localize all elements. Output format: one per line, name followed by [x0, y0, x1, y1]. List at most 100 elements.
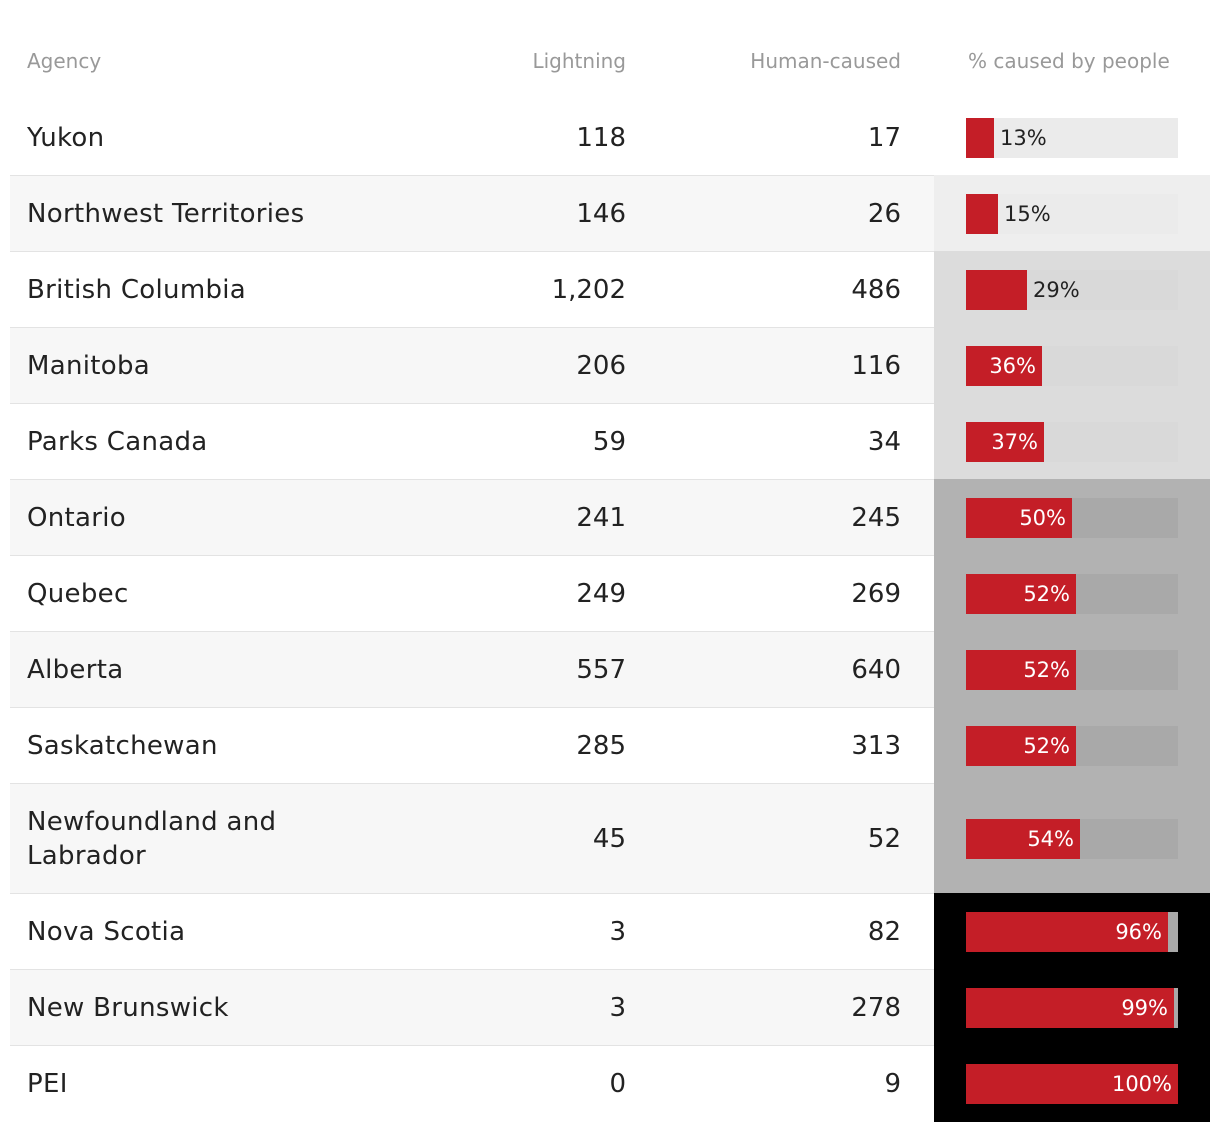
percent-cell: 36%: [934, 327, 1210, 404]
agency-name: British Columbia: [27, 274, 247, 305]
percent-bar-fill: [966, 987, 1174, 1028]
agency-name: New Brunswick: [27, 992, 229, 1023]
percent-label: 15%: [1004, 201, 1051, 226]
percent-bar-fill: [966, 421, 1044, 462]
percent-bar-fill: [966, 269, 1027, 310]
percent-cell: 99%: [934, 969, 1210, 1046]
human-caused-count: 313: [851, 730, 901, 761]
table-row: Alberta 557 640 52%: [10, 631, 1210, 708]
percent-label: 100%: [1111, 1071, 1172, 1096]
table-row: Ontario 241 245 50%: [10, 479, 1210, 556]
percent-cell: 13%: [934, 99, 1210, 176]
table-header: Agency Lightning Human-caused % caused b…: [10, 0, 1210, 100]
percent-bar-track: 96%: [966, 911, 1178, 952]
percent-cell: 37%: [934, 403, 1210, 480]
lightning-count: 146: [576, 198, 626, 229]
percent-label: 52%: [1023, 581, 1070, 606]
percent-bar-fill: [966, 1063, 1178, 1104]
percent-bar-track: 15%: [966, 193, 1178, 234]
percent-bar-track: 37%: [966, 421, 1178, 462]
human-caused-count: 278: [851, 992, 901, 1023]
header-agency[interactable]: Agency: [27, 49, 102, 73]
percent-bar-track: 50%: [966, 497, 1178, 538]
table-row: Northwest Territories 146 26 15%: [10, 175, 1210, 252]
percent-label: 29%: [1033, 277, 1080, 302]
table-body: Yukon 118 17 13% Northwest Territories 146 26 1…: [10, 99, 1210, 1122]
lightning-count: 249: [576, 578, 626, 609]
lightning-count: 241: [576, 502, 626, 533]
table-row: Newfoundland and Labrador 45 52 54%: [10, 783, 1210, 894]
percent-bar-fill: [966, 193, 998, 234]
human-caused-count: 640: [851, 654, 901, 685]
percent-bar-fill: [966, 818, 1080, 859]
agency-name: PEI: [27, 1068, 68, 1099]
percent-label: 52%: [1023, 657, 1070, 682]
percent-cell: 96%: [934, 893, 1210, 970]
agency-name: Quebec: [27, 578, 129, 609]
percent-label: 99%: [1121, 995, 1168, 1020]
table-row: New Brunswick 3 278 99%: [10, 969, 1210, 1046]
percent-cell: 52%: [934, 555, 1210, 632]
human-caused-count: 17: [867, 122, 901, 153]
agency-name: Saskatchewan: [27, 730, 218, 761]
percent-label: 52%: [1023, 733, 1070, 758]
percent-cell: 100%: [934, 1045, 1210, 1122]
lightning-count: 118: [576, 122, 626, 153]
percent-label: 13%: [1000, 125, 1047, 150]
percent-label: 96%: [1115, 919, 1162, 944]
lightning-count: 285: [576, 730, 626, 761]
table-row: Saskatchewan 285 313 52%: [10, 707, 1210, 784]
percent-bar-track: 100%: [966, 1063, 1178, 1104]
percent-label: 54%: [1027, 826, 1074, 851]
percent-bar-track: 29%: [966, 269, 1178, 310]
percent-cell: 50%: [934, 479, 1210, 556]
percent-bar-track: 36%: [966, 345, 1178, 386]
percent-bar-track: 99%: [966, 987, 1178, 1028]
percent-bar-track: 52%: [966, 649, 1178, 690]
lightning-count: 3: [609, 916, 626, 947]
table-row: British Columbia 1,202 486 29%: [10, 251, 1210, 328]
agency-name: Parks Canada: [27, 426, 208, 457]
header-percent-caused-by-people[interactable]: % caused by people: [968, 49, 1170, 73]
header-lightning[interactable]: Lightning: [532, 49, 626, 73]
agency-name: Ontario: [27, 502, 126, 533]
table-row: Manitoba 206 116 36%: [10, 327, 1210, 404]
percent-bar-fill: [966, 649, 1076, 690]
human-caused-count: 9: [884, 1068, 901, 1099]
header-human-caused[interactable]: Human-caused: [750, 49, 901, 73]
agency-name: Newfoundland and Labrador: [27, 806, 277, 871]
table-row: Quebec 249 269 52%: [10, 555, 1210, 632]
table-row: Yukon 118 17 13%: [10, 99, 1210, 176]
table-row: PEI 0 9 100%: [10, 1045, 1210, 1122]
percent-bar-fill: [966, 911, 1168, 952]
percent-label: 50%: [1019, 505, 1066, 530]
lightning-count: 3: [609, 992, 626, 1023]
percent-bar-fill: [966, 497, 1072, 538]
agency-name: Nova Scotia: [27, 916, 186, 947]
human-caused-count: 269: [851, 578, 901, 609]
percent-cell: 29%: [934, 251, 1210, 328]
percent-bar-track: 54%: [966, 818, 1178, 859]
wildfire-cause-table: Agency Lightning Human-caused % caused b…: [10, 0, 1210, 1122]
human-caused-count: 52: [867, 823, 901, 854]
human-caused-count: 245: [851, 502, 901, 533]
percent-bar-fill: [966, 573, 1076, 614]
lightning-count: 59: [592, 426, 626, 457]
table-row: Parks Canada 59 34 37%: [10, 403, 1210, 480]
percent-bar-fill: [966, 725, 1076, 766]
percent-bar-fill: [966, 345, 1042, 386]
percent-cell: 52%: [934, 707, 1210, 784]
table-row: Nova Scotia 3 82 96%: [10, 893, 1210, 970]
agency-name: Northwest Territories: [27, 198, 305, 229]
human-caused-count: 34: [867, 426, 901, 457]
human-caused-count: 26: [867, 198, 901, 229]
lightning-count: 206: [576, 350, 626, 381]
human-caused-count: 486: [851, 274, 901, 305]
percent-label: 36%: [989, 353, 1036, 378]
percent-cell: 54%: [934, 783, 1210, 894]
percent-bar-track: 13%: [966, 117, 1178, 158]
agency-name: Manitoba: [27, 350, 151, 381]
agency-name: Alberta: [27, 654, 124, 685]
percent-bar-track: 52%: [966, 573, 1178, 614]
lightning-count: 1,202: [551, 274, 626, 305]
